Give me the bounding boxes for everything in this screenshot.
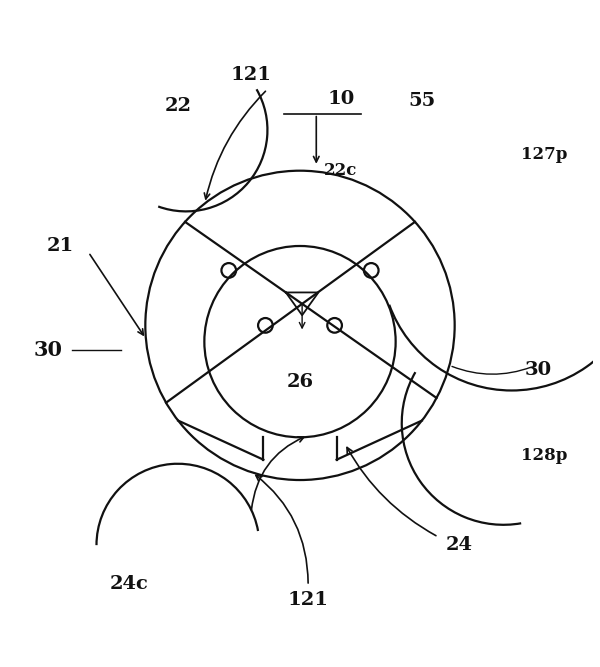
Text: 128p: 128p [521, 447, 568, 464]
Text: 26: 26 [286, 374, 314, 392]
Text: 22: 22 [164, 97, 191, 115]
Text: 30: 30 [524, 361, 551, 379]
Text: 55: 55 [409, 93, 436, 111]
Text: 22c: 22c [324, 162, 358, 179]
Text: 30: 30 [33, 340, 62, 360]
Text: 24c: 24c [110, 575, 148, 593]
Text: 127p: 127p [521, 146, 568, 163]
Text: 121: 121 [230, 66, 272, 84]
Text: 21: 21 [46, 237, 73, 255]
Text: 10: 10 [327, 91, 355, 109]
Text: 121: 121 [287, 591, 329, 609]
Text: 24: 24 [445, 536, 472, 554]
